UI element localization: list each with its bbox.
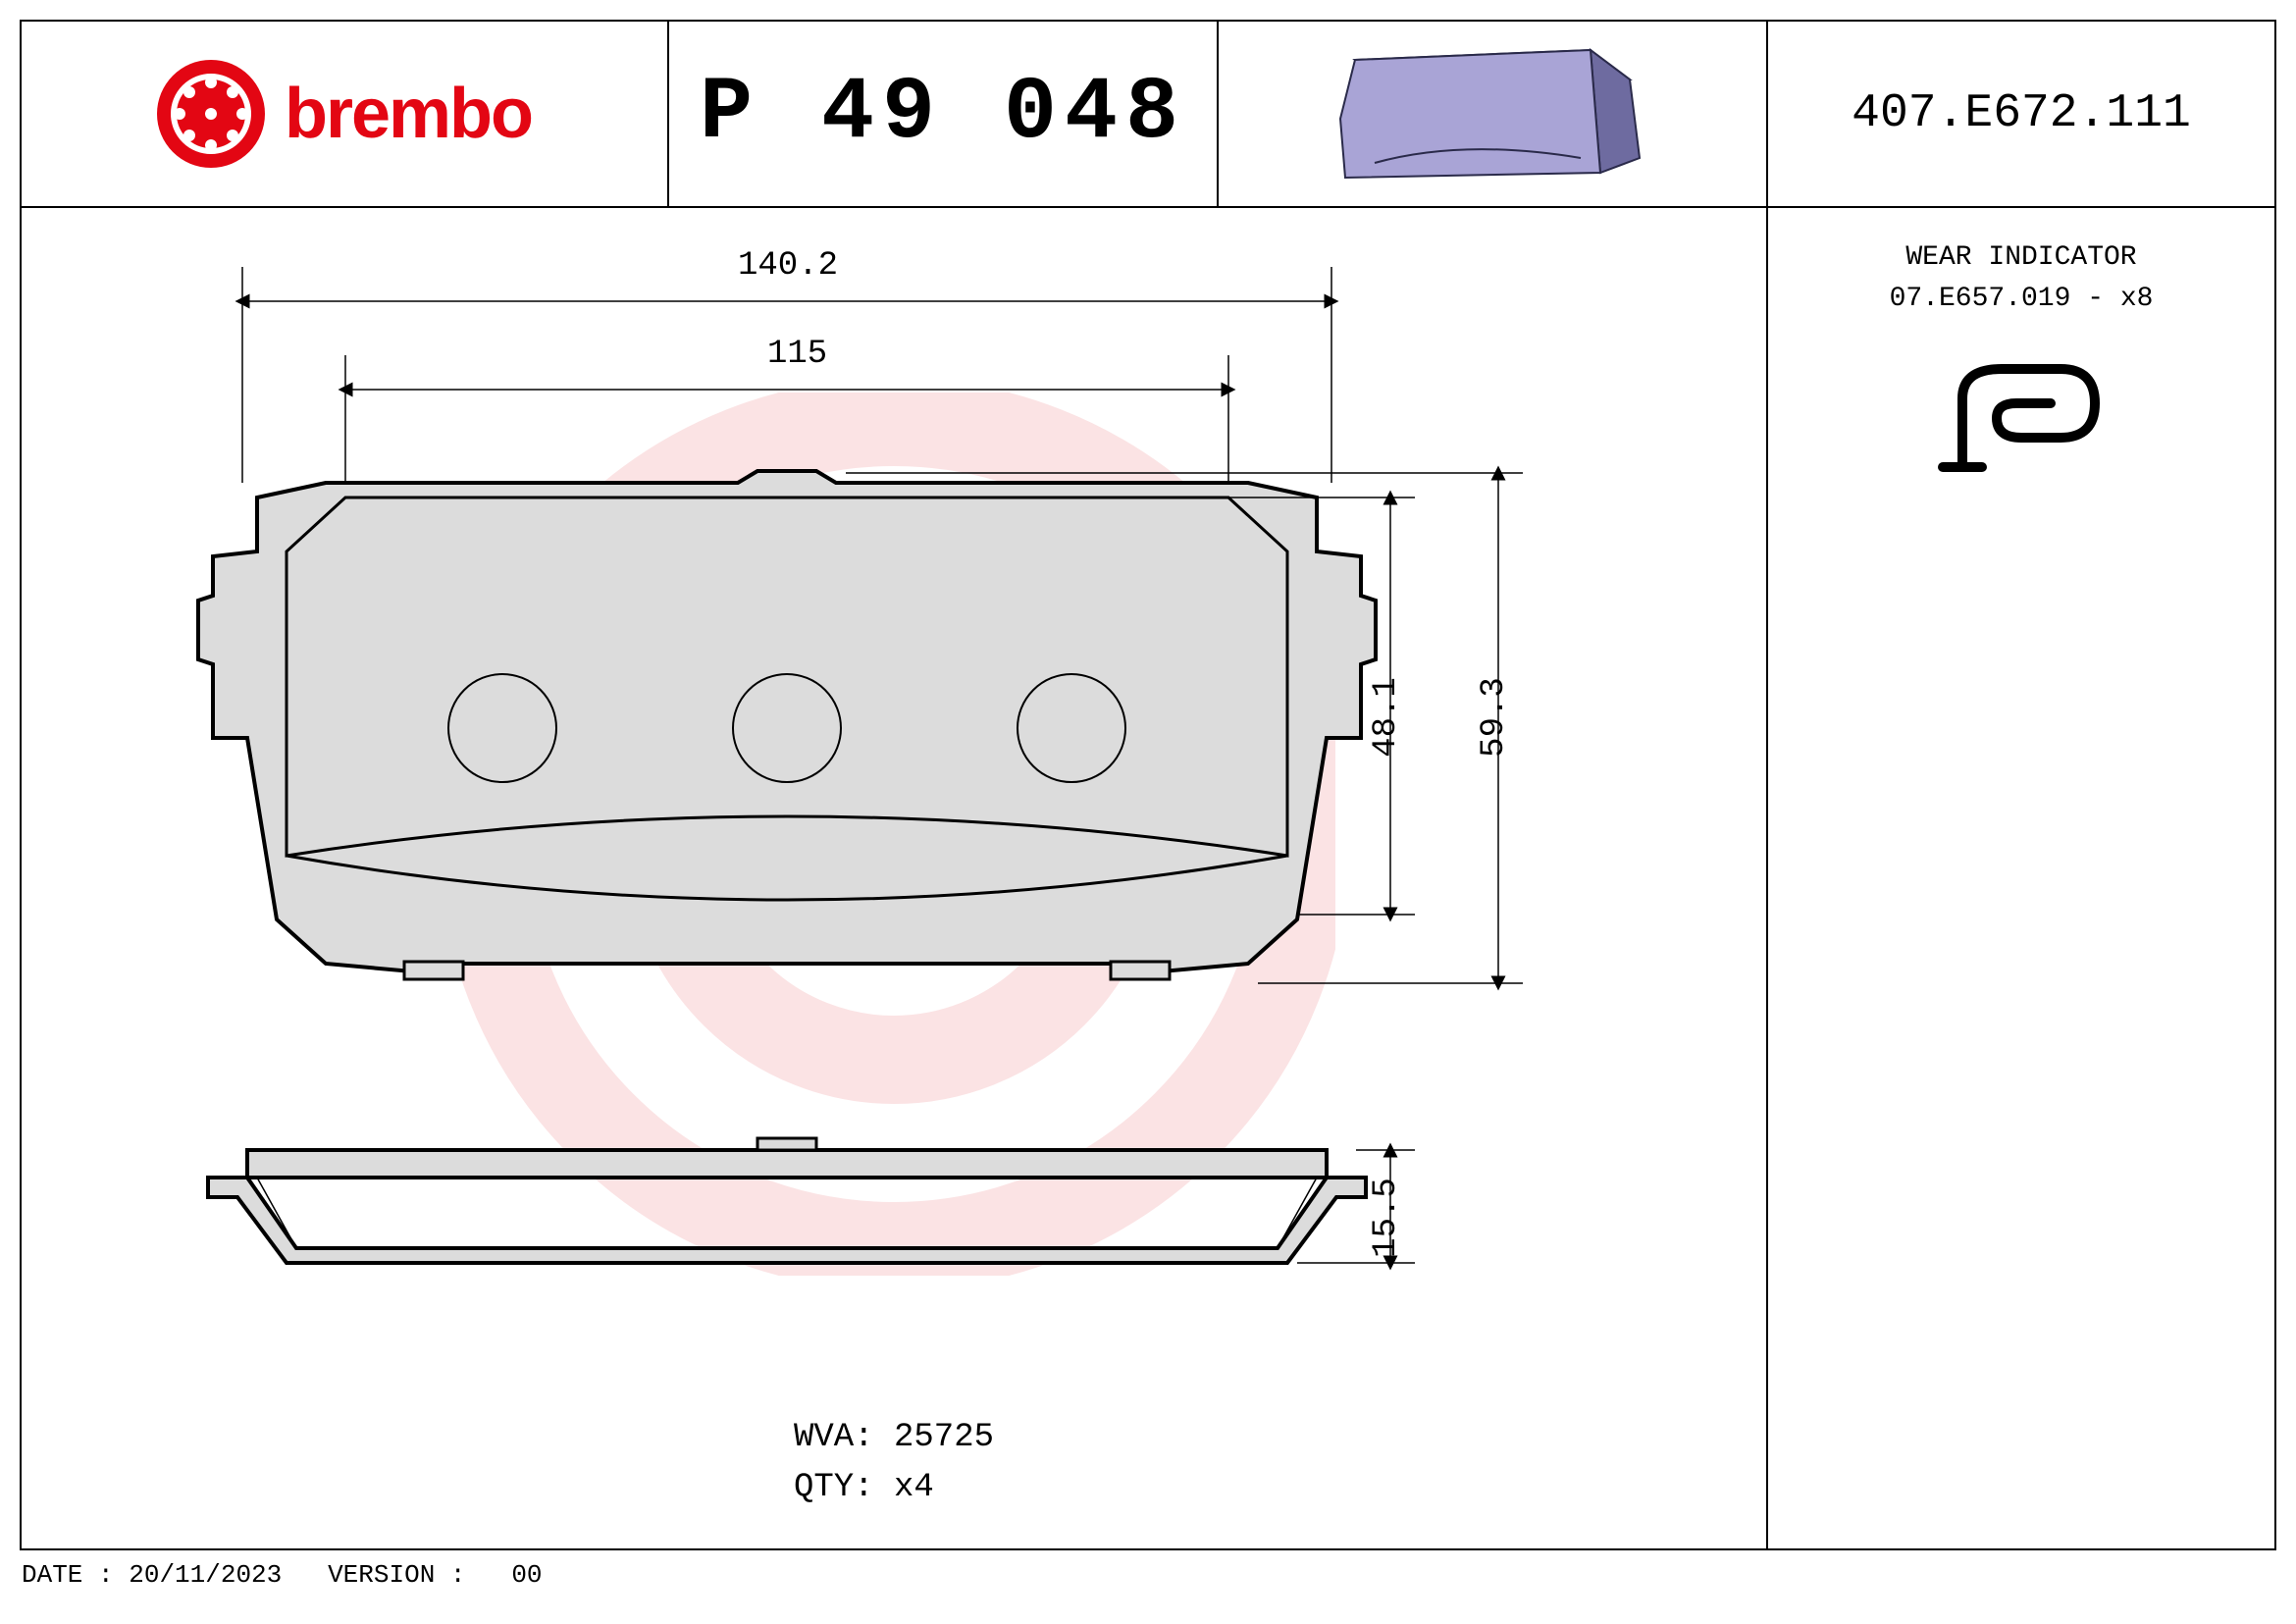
wear-indicator-title: WEAR INDICATOR [1788,237,2255,279]
brembo-logo-icon [157,60,265,168]
side-info-area: WEAR INDICATOR 07.E657.019 - x8 [1768,208,2274,1548]
wear-clip-icon [1923,349,2119,497]
header-row: brembo P 49 048 407.E672.111 [22,22,2274,208]
footer-version-value: 00 [511,1560,542,1590]
footer-date-value: 20/11/2023 [129,1560,282,1590]
part-number: P 49 048 [700,64,1186,164]
body-row: 140.2 115 48.1 59.3 15.5 [22,208,2274,1548]
footer-date-label: DATE : [22,1560,114,1590]
part-number-cell: P 49 048 [669,22,1219,206]
qty-label: QTY: [794,1469,874,1506]
wva-value: 25725 [894,1419,994,1456]
drawing-frame: brembo P 49 048 407.E672.111 [20,20,2276,1550]
footer-version-label: VERSION : [328,1560,465,1590]
metadata-block: WVA: 25725 QTY: x4 [794,1413,994,1513]
isometric-pad-icon [1286,30,1698,197]
reference-number: 407.E672.111 [1852,87,2191,140]
main-drawing-area: 140.2 115 48.1 59.3 15.5 [22,208,1768,1548]
isometric-cell [1219,22,1768,206]
wva-label: WVA: [794,1419,874,1456]
qty-value: x4 [894,1469,934,1506]
wear-indicator-code: 07.E657.019 - x8 [1788,279,2255,320]
brand-name: brembo [285,74,532,154]
logo-cell: brembo [22,22,669,206]
technical-drawing [22,208,1768,1444]
footer: DATE : 20/11/2023 VERSION : 00 [22,1560,543,1590]
reference-cell: 407.E672.111 [1768,22,2274,206]
